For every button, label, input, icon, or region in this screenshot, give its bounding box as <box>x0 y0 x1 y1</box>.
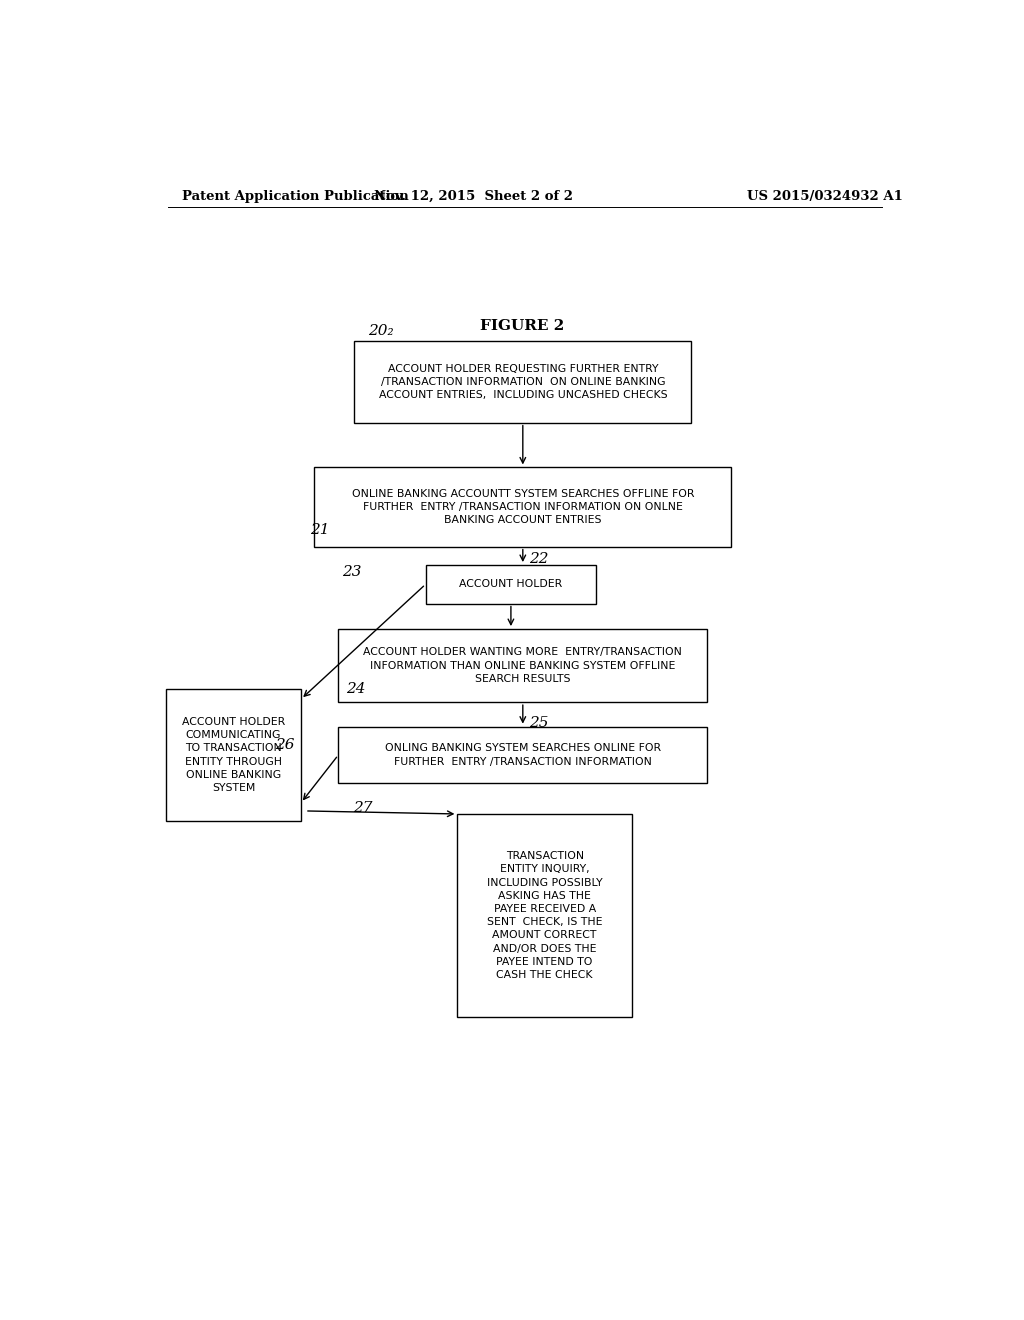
Bar <box>338 726 708 784</box>
Text: Nov. 12, 2015  Sheet 2 of 2: Nov. 12, 2015 Sheet 2 of 2 <box>374 190 572 202</box>
Text: 22: 22 <box>529 552 549 566</box>
Text: ACCOUNT HOLDER WANTING MORE  ENTRY/TRANSACTION
INFORMATION THAN ONLINE BANKING S: ACCOUNT HOLDER WANTING MORE ENTRY/TRANSA… <box>364 647 682 684</box>
Bar <box>314 467 731 546</box>
Text: US 2015/0324932 A1: US 2015/0324932 A1 <box>748 190 903 202</box>
Bar <box>166 689 301 821</box>
Bar <box>426 565 596 603</box>
Text: ACCOUNT HOLDER
COMMUNICATING
TO TRANSACTION
ENTITY THROUGH
ONLINE BANKING
SYSTEM: ACCOUNT HOLDER COMMUNICATING TO TRANSACT… <box>182 717 285 793</box>
Text: ONLING BANKING SYSTEM SEARCHES ONLINE FOR
FURTHER  ENTRY /TRANSACTION INFORMATIO: ONLING BANKING SYSTEM SEARCHES ONLINE FO… <box>385 743 660 767</box>
Bar <box>338 630 708 702</box>
Text: 26: 26 <box>274 738 294 752</box>
Text: 24: 24 <box>346 682 366 696</box>
Text: ACCOUNT HOLDER: ACCOUNT HOLDER <box>460 579 562 589</box>
Text: ACCOUNT HOLDER REQUESTING FURTHER ENTRY
/TRANSACTION INFORMATION  ON ONLINE BANK: ACCOUNT HOLDER REQUESTING FURTHER ENTRY … <box>379 364 667 400</box>
Text: Patent Application Publication: Patent Application Publication <box>182 190 409 202</box>
Text: FIGURE 2: FIGURE 2 <box>480 319 564 333</box>
Text: 20₂: 20₂ <box>369 325 394 338</box>
Text: ONLINE BANKING ACCOUNTT SYSTEM SEARCHES OFFLINE FOR
FURTHER  ENTRY /TRANSACTION : ONLINE BANKING ACCOUNTT SYSTEM SEARCHES … <box>351 488 694 525</box>
Text: 21: 21 <box>310 523 330 536</box>
Text: 27: 27 <box>352 801 372 814</box>
Text: TRANSACTION
ENTITY INQUIRY,
INCLUDING POSSIBLY
ASKING HAS THE
PAYEE RECEIVED A
S: TRANSACTION ENTITY INQUIRY, INCLUDING PO… <box>486 851 602 979</box>
Bar <box>354 342 691 422</box>
Text: 25: 25 <box>529 715 549 730</box>
Bar <box>458 814 632 1018</box>
Text: 23: 23 <box>342 565 361 579</box>
